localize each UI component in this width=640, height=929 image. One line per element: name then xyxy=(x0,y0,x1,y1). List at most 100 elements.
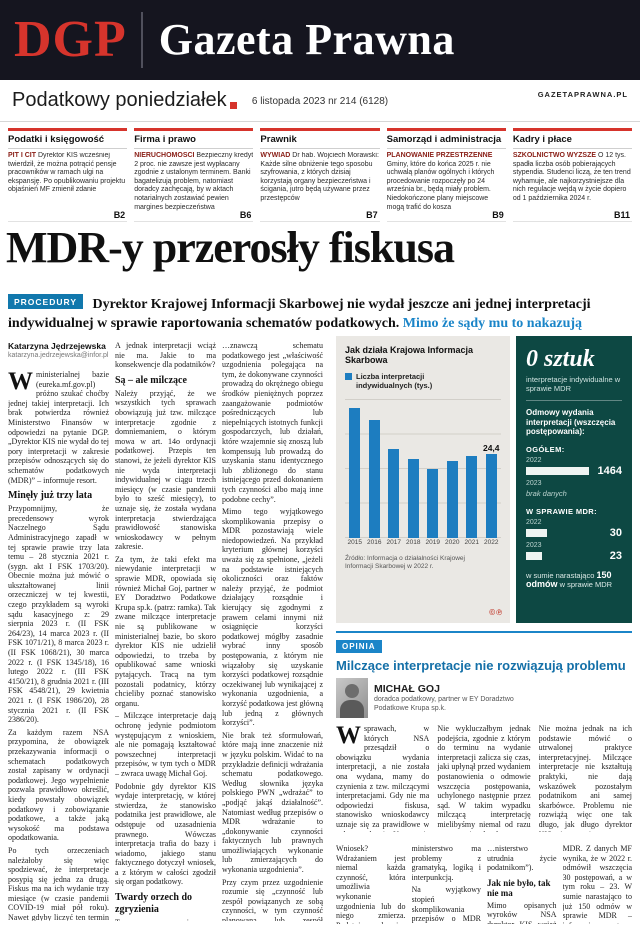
article-paragraph: Nie brak też sformułowań, które mają inn… xyxy=(222,730,323,875)
stats-value: 1464 xyxy=(597,464,622,477)
stats-value: 30 xyxy=(609,526,622,539)
opinion-box: OPINIA Milczące interpretacje nie rozwią… xyxy=(336,631,632,837)
opinion-column: W sprawach, w których NSA przesądził o o… xyxy=(336,724,429,832)
stats-value: brak danych xyxy=(526,488,567,498)
chart-category-label: 2021 xyxy=(464,539,479,546)
stats-bar-line: 23 xyxy=(526,550,622,562)
stats-bar-line: 1464 xyxy=(526,465,622,477)
opinion-author-meta: MICHAŁ GOJ doradca podatkowy, partner w … xyxy=(374,683,534,713)
chart-bar-group: 2020 xyxy=(443,461,463,548)
lede-text: Dyrektor Krajowej Informacji Skarbowej n… xyxy=(8,297,591,331)
opinion-column: Nie można jednak na ich podstawie mówić … xyxy=(539,724,632,832)
article-paragraph: Mimo tego wyjątkowego skomplikowania prz… xyxy=(222,507,323,728)
article-paragraph: W sprawach, w których NSA przesądził o o… xyxy=(336,724,430,832)
chart-bar-group: 2021 xyxy=(462,456,482,548)
chart-bar xyxy=(427,469,439,538)
article-paragraph: Przypomnijmy, że precedensowy wyrok Nacz… xyxy=(8,504,109,725)
chart-category-label: 2015 xyxy=(347,539,362,546)
stats-bar xyxy=(526,466,590,475)
chart-category-label: 2020 xyxy=(445,539,460,546)
stats-year: 2023 xyxy=(526,479,542,487)
article-bottom-column: ministerstwo ma problemy z gramatyką, lo… xyxy=(412,844,482,924)
article-paragraph: Wniosek? Wdrażaniem jest niemal każda cz… xyxy=(336,844,406,924)
stats-groups: OGÓŁEM: 2022 1464 2023 brak danych W SPRAWIE … xyxy=(526,445,622,562)
issue-date: 6 listopada 2023 nr 214 (6128) xyxy=(251,96,389,107)
chart-value-label: 24,4 xyxy=(482,443,500,453)
divider xyxy=(526,400,622,401)
article-paragraph: MDR. Z danych MF wynika, że w 2022 r. od… xyxy=(562,844,633,924)
teaser-text: Szkolnictwo wyższe O 12 tys. spadła licz… xyxy=(512,152,631,202)
opinion-tag: OPINIA xyxy=(336,640,382,653)
opinion-author-name: MICHAŁ GOJ xyxy=(374,683,440,695)
article-paragraph: Za każdym razem NSA przypomina, że obowi… xyxy=(8,727,109,843)
stats-bar xyxy=(526,528,548,537)
teaser-card[interactable]: Samorząd i administracja Planowanie przes… xyxy=(386,128,506,222)
article-paragraph: Na wyjątkowy stopień skomplikowania prze… xyxy=(411,885,482,924)
chart-bar xyxy=(466,456,478,538)
teaser-card[interactable]: Prawnik Wywiad Dr hab. Wojciech Morawski:… xyxy=(260,128,380,222)
article-column-3: …znawczą schematu podatkowego jest „właś… xyxy=(222,341,323,921)
author-email[interactable]: katarzyna.jedrzejewska@infor.pl xyxy=(8,352,109,359)
teaser-card[interactable]: Podatki i księgowość PIT i CIT Dyrektor K… xyxy=(8,128,128,222)
chart-category-label: 2016 xyxy=(367,539,382,546)
article-paragraph: Mimo opisanych wyroków NSA dyrektor KIS … xyxy=(487,900,557,924)
dgp-logo[interactable]: DGP xyxy=(14,11,127,68)
article-paragraph: W ministerialnej bazie (eureka.mf.gov.pl… xyxy=(8,370,109,485)
article-lede: PROCEDURY Dyrektor Krajowej Informacji S… xyxy=(8,294,632,333)
stats-group-label: OGÓŁEM: xyxy=(526,444,565,454)
main-headline: MDR-y przerosły fiskusa xyxy=(6,223,455,272)
teaser-card[interactable]: Firma i prawo Nieruchomości Bezpieczny kr… xyxy=(134,128,254,222)
article-bottom-column: MDR. Z danych MF wynika, że w 2022 r. od… xyxy=(563,844,633,924)
stats-row: 2023 23 xyxy=(526,542,622,562)
teaser-page-ref[interactable]: B11 xyxy=(610,210,631,220)
teaser-page-ref[interactable]: B7 xyxy=(362,210,378,220)
stats-row: 2023 brak danych xyxy=(526,480,622,499)
article-bottom-column: …nisterstwo utrudnia życie podatnikom”).… xyxy=(487,844,557,924)
opinion-author-role: doradca podatkowy, partner w EY Doradztw… xyxy=(374,696,514,712)
article-paragraph: Tymczasem przepisy o schematach podatkow… xyxy=(115,918,216,921)
teaser-page-ref[interactable]: B9 xyxy=(488,210,504,220)
author-name: Katarzyna Jędrzejewska xyxy=(8,341,106,351)
article-paragraph: …nisterstwo utrudnia życie podatnikom”). xyxy=(487,844,557,873)
opinion-author-row: MICHAŁ GOJ doradca podatkowy, partner w … xyxy=(336,678,632,718)
edition-bar: Podatkowy poniedziałek 6 listopada 2023 … xyxy=(0,80,640,122)
chart-category-label: 2019 xyxy=(425,539,440,546)
teaser-section-title: Podatki i księgowość xyxy=(8,134,128,149)
article-paragraph: Przy czym przez uzgodnienie rozumie się … xyxy=(222,877,323,921)
article-paragraph: Po tych orzeczeniach należałoby się więc… xyxy=(8,845,109,921)
chart-bar xyxy=(407,459,419,538)
teaser-section-title: Prawnik xyxy=(260,134,380,149)
chart-bar xyxy=(446,461,458,538)
chart-bar xyxy=(388,449,400,538)
teaser-section-title: Firma i prawo xyxy=(134,134,254,149)
site-link[interactable]: GAZETAPRAWNA.PL xyxy=(537,90,628,99)
teaser-card[interactable]: Kadry i płace Szkolnictwo wyższe O 12 tys… xyxy=(512,128,633,222)
infographic-box: Jak działa Krajowa Informacja Skarbowa L… xyxy=(336,336,510,623)
red-dot-icon xyxy=(230,102,237,109)
footnote-bold: 150 odmów xyxy=(526,569,612,589)
legend-swatch-icon xyxy=(345,373,352,380)
teaser-page-ref[interactable]: B6 xyxy=(235,210,252,220)
chart-bar-group: 2018 xyxy=(404,459,424,548)
masthead-title: Gazeta Prawna xyxy=(158,15,455,64)
chart-bars: 2015 2016 2017 2018 2019 2020 2021 24,4 2022 xyxy=(345,398,501,548)
stats-group-label: W SPRAWIE MDR: xyxy=(526,506,598,516)
article-paragraph: Za tym, że taki efekt ma niewydanie inte… xyxy=(115,554,216,708)
teaser-page-ref[interactable]: B2 xyxy=(109,210,126,220)
teaser-text: Wywiad Dr hab. Wojciech Morawski: Każde … xyxy=(260,152,379,202)
article-paragraph: Podobnie gdy dyrektor KIS wydaje interpr… xyxy=(115,781,216,887)
teaser-section-title: Samorząd i administracja xyxy=(386,134,506,149)
stats-panel: 0 sztuk interpretacje indywidualne w spr… xyxy=(516,336,632,623)
opinion-columns: W sprawach, w których NSA przesądził o o… xyxy=(336,724,632,832)
article-column-2: A jednak interpretacji wciąż nie ma. Jak… xyxy=(115,341,216,921)
chart-bar xyxy=(485,454,497,538)
article-subhead: Twardy orzech do zgryzienia xyxy=(115,892,193,916)
chart-bar-group: 2017 xyxy=(384,449,404,548)
byline: Katarzyna Jędrzejewska katarzyna.jedrzej… xyxy=(8,341,109,359)
article-subhead: Są – ale milczące xyxy=(115,374,187,386)
stats-row: 2022 1464 xyxy=(526,457,622,477)
chart-bar xyxy=(349,408,361,538)
stats-section-title: Odmowy wydania interpretacji (wszczęcia … xyxy=(526,408,616,436)
teaser-section-title: Kadry i płace xyxy=(512,134,633,149)
